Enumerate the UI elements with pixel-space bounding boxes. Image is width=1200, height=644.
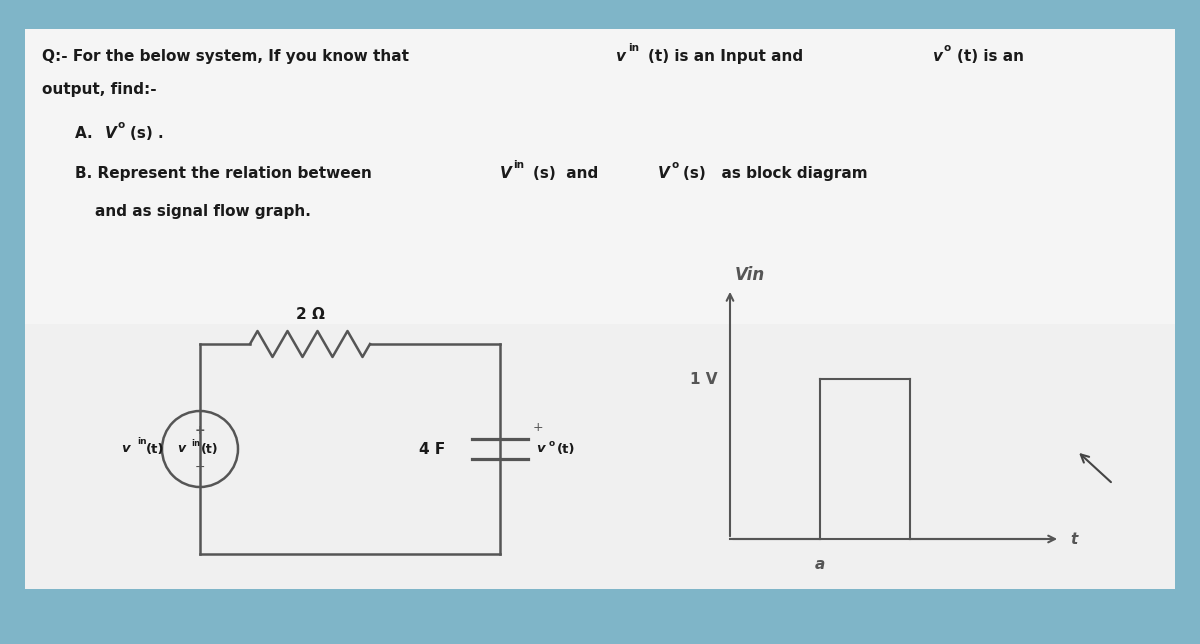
Text: +: + <box>194 424 205 437</box>
Text: o: o <box>671 160 678 170</box>
Text: o: o <box>118 120 125 130</box>
Text: v: v <box>932 49 942 64</box>
Text: 2 Ω: 2 Ω <box>295 307 324 322</box>
Text: V: V <box>500 166 511 181</box>
Text: v: v <box>536 442 545 455</box>
Text: t: t <box>1070 531 1078 547</box>
Text: in: in <box>191 439 200 448</box>
Text: V: V <box>106 126 116 141</box>
Text: +: + <box>533 421 544 434</box>
Text: and as signal flow graph.: and as signal flow graph. <box>95 204 311 219</box>
Text: (s) .: (s) . <box>130 126 163 141</box>
Text: in: in <box>628 43 640 53</box>
Text: (t): (t) <box>146 442 164 455</box>
FancyBboxPatch shape <box>25 29 1175 324</box>
Text: Q:- For the below system, If you know that: Q:- For the below system, If you know th… <box>42 49 414 64</box>
Text: 4 F: 4 F <box>419 442 445 457</box>
Text: o: o <box>550 439 556 448</box>
FancyBboxPatch shape <box>25 29 1175 589</box>
Text: output, find:-: output, find:- <box>42 82 157 97</box>
Text: in: in <box>514 160 524 170</box>
Text: A.: A. <box>74 126 98 141</box>
Text: 1 V: 1 V <box>690 372 718 386</box>
Text: (s)   as block diagram: (s) as block diagram <box>683 166 868 181</box>
Text: v: v <box>176 442 185 455</box>
Text: (t): (t) <box>200 442 218 455</box>
Text: V: V <box>658 166 670 181</box>
Text: (t) is an: (t) is an <box>958 49 1024 64</box>
Text: (t): (t) <box>557 442 576 455</box>
Text: (s)  and: (s) and <box>533 166 604 181</box>
Text: B. Represent the relation between: B. Represent the relation between <box>74 166 377 181</box>
Text: o: o <box>944 43 952 53</box>
Text: a: a <box>815 557 826 572</box>
Text: v: v <box>121 442 130 455</box>
Text: in: in <box>137 437 146 446</box>
Text: Vin: Vin <box>734 266 766 284</box>
Text: −: − <box>194 460 205 473</box>
Text: (t) is an Input and: (t) is an Input and <box>648 49 809 64</box>
Text: v: v <box>616 49 625 64</box>
